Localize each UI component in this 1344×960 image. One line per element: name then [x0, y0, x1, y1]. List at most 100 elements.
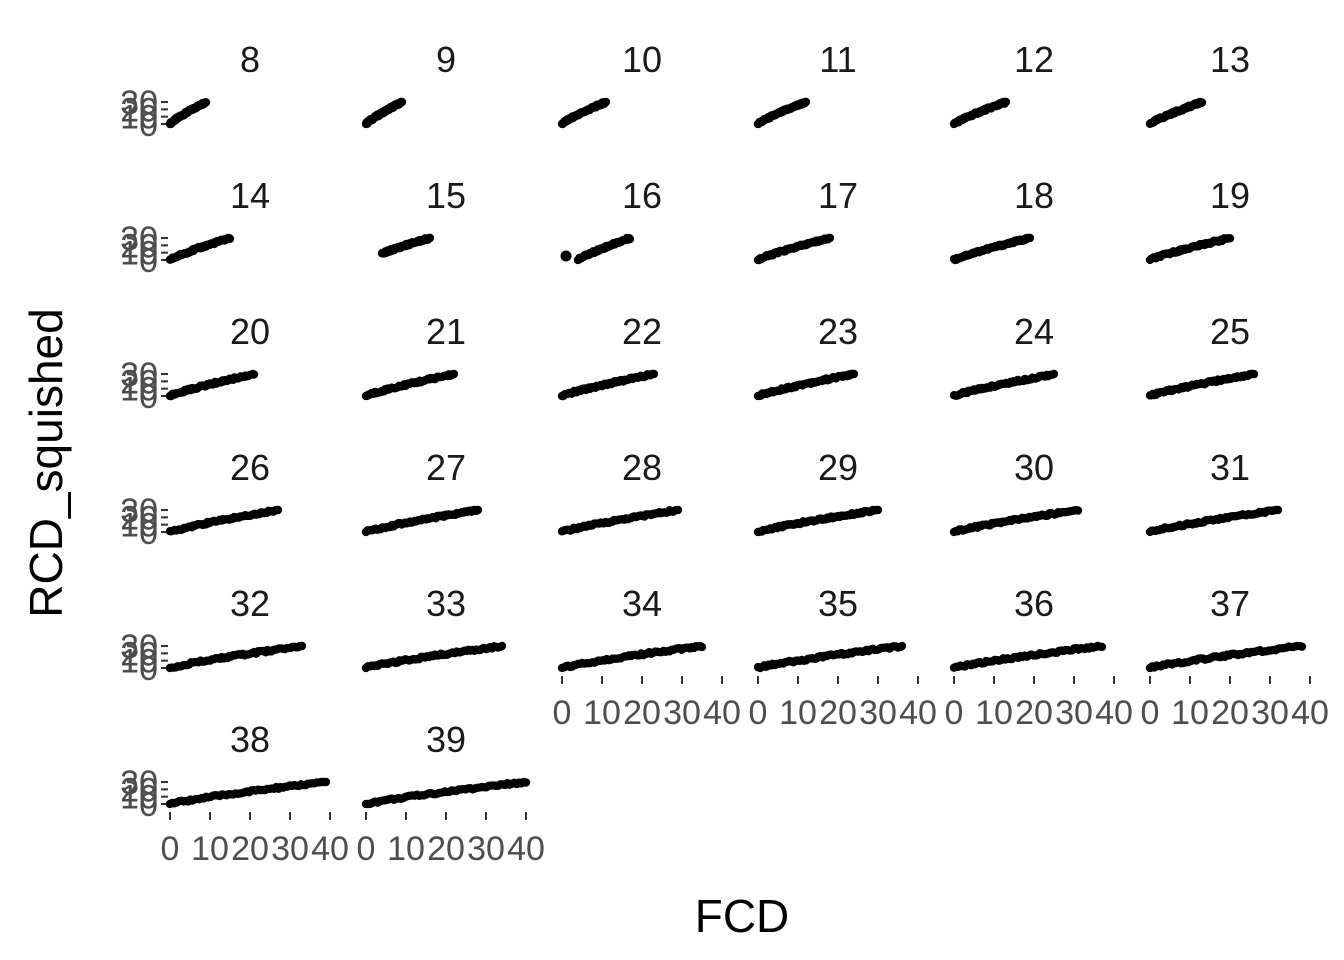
facet-strip-label: 20	[230, 311, 270, 352]
facet-strip-label: 34	[622, 583, 662, 624]
data-point	[249, 370, 259, 379]
y-tick-label: 10	[120, 235, 158, 273]
y-tick-label: 20	[120, 363, 158, 401]
y-axis-title: RCD_squished	[20, 308, 72, 617]
facet-panel: 10	[557, 39, 662, 129]
facet-strip-label: 37	[1210, 583, 1250, 624]
facet-strip-label: 25	[1210, 311, 1250, 352]
facet-strip-label: 27	[426, 447, 466, 488]
facet-panel: 15	[377, 175, 466, 258]
y-tick-label: 30	[120, 356, 158, 394]
data-point	[225, 234, 235, 244]
y-tick-label: 30	[120, 84, 158, 122]
y-tick-label: 10	[120, 507, 158, 545]
x-tick-label: 20	[427, 830, 465, 868]
y-tick-label: 10	[120, 99, 158, 137]
x-tick-label: 20	[819, 694, 857, 732]
facet-strip-label: 15	[426, 175, 466, 216]
facet-strip-label: 28	[622, 447, 662, 488]
x-tick-label: 40	[703, 694, 741, 732]
facet-panel: 18	[949, 175, 1054, 265]
facet-strip-label: 33	[426, 583, 466, 624]
data-point	[473, 505, 483, 515]
facet-panel: 36 0 10 20 30 40	[945, 583, 1133, 732]
facet-panel: 9	[361, 39, 456, 129]
facet-strip-label: 18	[1014, 175, 1054, 216]
data-point	[1073, 506, 1083, 515]
facet-strip-label: 14	[230, 175, 270, 216]
y-tick-label: 20	[120, 635, 158, 673]
y-tick-label: 30	[120, 220, 158, 258]
x-tick-label: 20	[231, 830, 269, 868]
x-tick-label: 0	[161, 830, 180, 868]
data-point	[825, 233, 835, 243]
facet-panel: 19	[1145, 175, 1250, 265]
data-point	[321, 777, 331, 787]
facet-panel: 24	[949, 311, 1059, 400]
facet-strip-label: 30	[1014, 447, 1054, 488]
facet-strip-label: 22	[622, 311, 662, 352]
y-tick-label: 0	[139, 514, 158, 552]
x-tick-label: 0	[1141, 694, 1160, 732]
x-tick-label: 0	[357, 830, 376, 868]
data-point	[425, 233, 435, 243]
facet-strip-label: 36	[1014, 583, 1054, 624]
data-point	[201, 98, 211, 107]
data-point	[673, 505, 683, 515]
facet-panel: 27	[361, 447, 483, 537]
y-tick-label: 0	[139, 786, 158, 824]
x-tick-label: 40	[1291, 694, 1329, 732]
x-tick-label: 0	[945, 694, 964, 732]
facet-strip-label: 24	[1014, 311, 1054, 352]
y-tick-label: 10	[120, 779, 158, 817]
facet-strip-label: 17	[818, 175, 858, 216]
data-point	[897, 641, 907, 651]
y-tick-label: 10	[120, 643, 158, 681]
y-tick-label: 0	[139, 242, 158, 280]
facet-panel: 13	[1145, 39, 1250, 128]
facet-panel: 33	[361, 583, 507, 673]
y-tick-label: 30	[120, 764, 158, 802]
facet-strip-label: 16	[622, 175, 662, 216]
y-tick-label: 10	[120, 371, 158, 409]
data-point	[1273, 505, 1283, 515]
x-tick-label: 30	[663, 694, 701, 732]
facet-panel: 25	[1145, 311, 1259, 400]
facet-panel: 28	[557, 447, 683, 536]
x-tick-label: 20	[1015, 694, 1053, 732]
x-tick-label: 30	[1055, 694, 1093, 732]
facet-panel: 35 0 10 20 30 40	[749, 583, 937, 732]
x-tick-label: 10	[975, 694, 1013, 732]
x-tick-label: 0	[553, 694, 572, 732]
data-point	[497, 641, 507, 651]
facet-strip-label: 19	[1210, 175, 1250, 216]
data-point	[1249, 369, 1259, 379]
data-point	[1225, 234, 1235, 243]
facet-panel: 21	[361, 311, 466, 401]
x-tick-label: 10	[779, 694, 817, 732]
facet-strip-label: 35	[818, 583, 858, 624]
facet-panel: 11	[753, 39, 857, 129]
x-tick-label: 30	[467, 830, 505, 868]
y-tick-label: 0	[139, 650, 158, 688]
x-tick-label: 30	[271, 830, 309, 868]
data-point	[849, 369, 859, 379]
data-point	[873, 505, 883, 515]
data-point	[560, 250, 572, 262]
x-tick-label: 10	[583, 694, 621, 732]
facet-panel: 34 0 10 20 30 40	[553, 583, 741, 732]
facet-panel: 12	[949, 39, 1054, 129]
facet-panel: 39 0 10 20 30 40	[357, 719, 545, 868]
y-tick-label: 20	[120, 771, 158, 809]
data-point	[697, 642, 707, 652]
facet-strip-label: 29	[818, 447, 858, 488]
facet-strip-label: 38	[230, 719, 270, 760]
y-tick-label: 30	[120, 628, 158, 666]
facet-panel: 16	[560, 175, 662, 265]
x-tick-label: 10	[191, 830, 229, 868]
facet-strip-label: 13	[1210, 39, 1250, 80]
